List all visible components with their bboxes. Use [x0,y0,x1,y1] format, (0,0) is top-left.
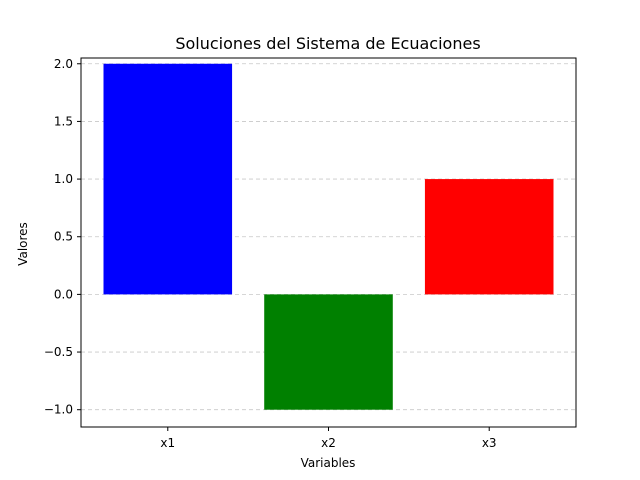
y-tick-label: 2.0 [54,57,73,71]
bars [103,63,554,410]
y-tick-label: 0.5 [54,230,73,244]
y-axis-label: Valores [16,222,30,266]
y-tick-label: 1.0 [54,172,73,186]
bar-x1 [103,63,233,295]
ticks: −1.0 −0.5 0.0 0.5 1.0 1.5 2.0 x1 x2 x3 [44,57,497,450]
y-tick-label: −1.0 [44,403,73,417]
y-tick-label: −0.5 [44,345,73,359]
y-tick-label: 0.0 [54,287,73,301]
bar-x3 [424,179,554,295]
x-tick-label: x3 [482,436,497,450]
x-axis-label: Variables [301,456,356,470]
bar-x2 [264,294,393,410]
x-tick-label: x1 [160,436,175,450]
chart-title: Soluciones del Sistema de Ecuaciones [175,34,480,53]
x-tick-label: x2 [321,436,336,450]
y-tick-label: 1.5 [54,114,73,128]
